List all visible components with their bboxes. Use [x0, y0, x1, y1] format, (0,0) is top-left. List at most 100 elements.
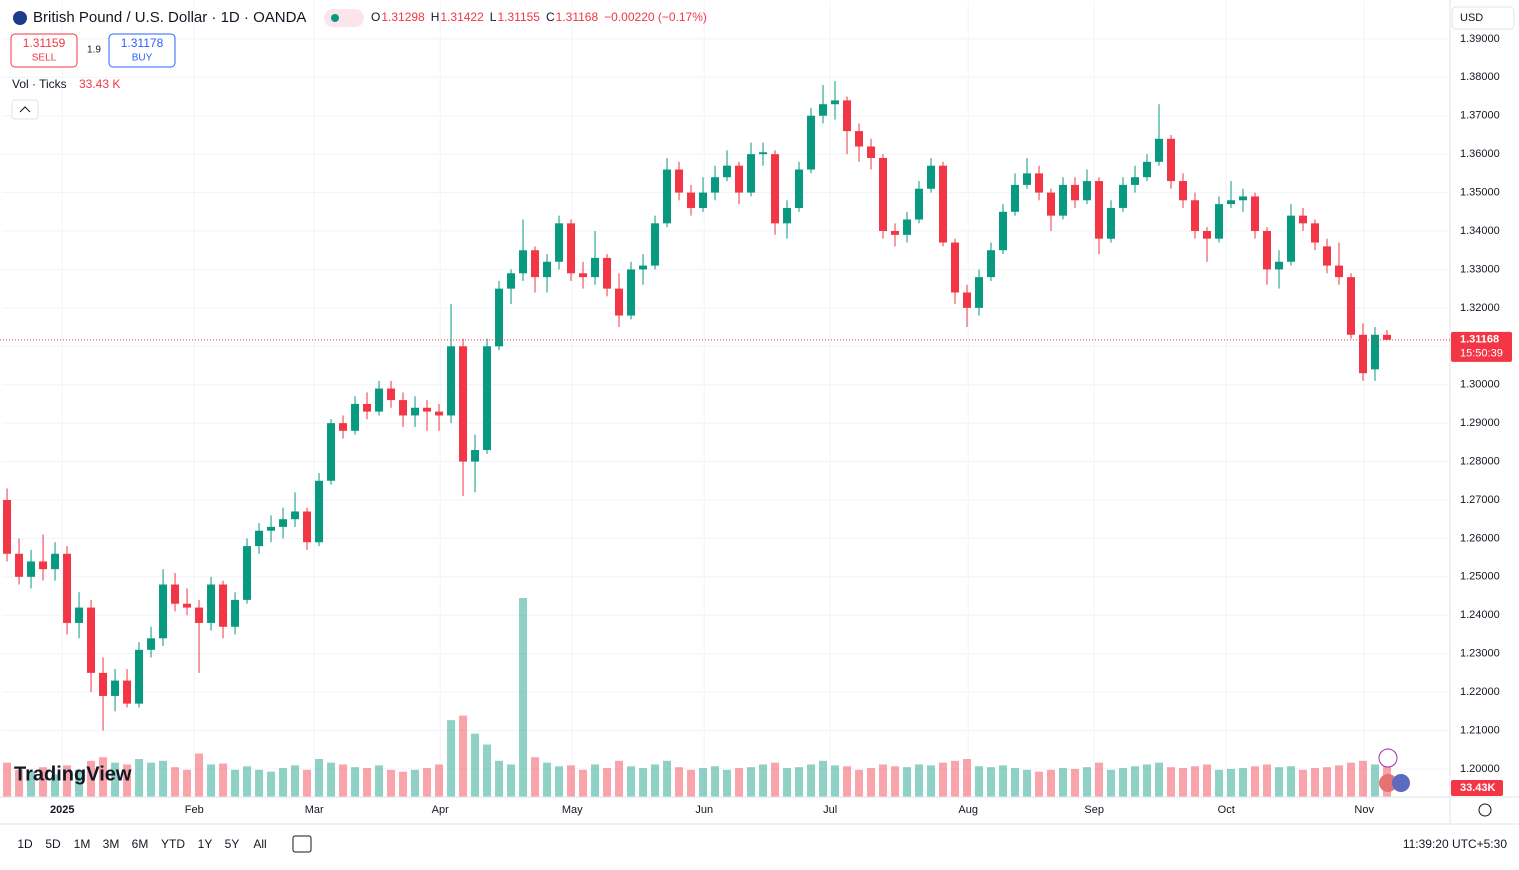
volume-bar	[1095, 762, 1104, 797]
y-tick-label: 1.35000	[1460, 186, 1500, 198]
ohlc-key: L	[490, 10, 497, 24]
candle-body	[1311, 223, 1320, 243]
flag-icon[interactable]	[1379, 774, 1397, 792]
candle-body	[639, 265, 648, 270]
candle-body	[771, 154, 780, 224]
volume-bar	[1227, 768, 1236, 797]
volume-bar	[951, 760, 960, 797]
volume-bar	[99, 757, 108, 797]
candle-body	[1191, 200, 1200, 232]
candle-body	[1275, 261, 1284, 270]
candle-body	[951, 242, 960, 293]
candle-body	[231, 599, 240, 627]
y-tick-label: 1.21000	[1460, 724, 1500, 736]
x-tick-label: Jun	[695, 804, 713, 816]
volume-bar	[15, 769, 24, 797]
y-tick-label: 1.32000	[1460, 302, 1500, 314]
candle-body	[327, 423, 336, 481]
range-button[interactable]: 5D	[45, 837, 61, 851]
candle-body	[975, 277, 984, 308]
volume-bar	[195, 753, 204, 797]
candle-body	[1179, 181, 1188, 201]
market-status	[331, 14, 339, 22]
candle-body	[363, 403, 372, 412]
volume-bar	[1311, 768, 1320, 797]
volume-bar	[519, 598, 528, 797]
logo: TradingView	[14, 763, 132, 785]
event-icon[interactable]	[1378, 748, 1398, 768]
candle-body	[699, 192, 708, 208]
volume-bar	[1155, 762, 1164, 797]
candle-body	[483, 346, 492, 451]
volume-tag-value: 33.43K	[1460, 782, 1496, 794]
candle-body	[303, 511, 312, 543]
volume-bar	[315, 759, 324, 797]
candle-body	[75, 607, 84, 623]
candle-body	[267, 526, 276, 531]
candle-body	[471, 450, 480, 462]
volume-bar	[243, 766, 252, 797]
candle-body	[399, 400, 408, 416]
range-button[interactable]: All	[253, 837, 266, 851]
range-button[interactable]: 3M	[103, 837, 120, 851]
y-tick-label: 1.39000	[1460, 33, 1500, 45]
range-button[interactable]: 1D	[17, 837, 33, 851]
collapse-button[interactable]	[11, 99, 39, 120]
candle-body	[987, 250, 996, 278]
date-range-icon[interactable]	[292, 835, 312, 853]
x-tick-label: Jul	[823, 804, 837, 816]
candle-body	[135, 649, 144, 704]
volume-bar	[987, 767, 996, 797]
volume-bar	[1335, 765, 1344, 797]
candle-body	[1023, 173, 1032, 185]
volume-bar	[591, 764, 600, 797]
candle-body	[1287, 215, 1296, 262]
candle-body	[1071, 184, 1080, 201]
candle-body	[1011, 184, 1020, 212]
candle-body	[891, 231, 900, 235]
volume-bar	[627, 766, 636, 797]
candle-body	[255, 530, 264, 547]
candle-body	[627, 269, 636, 316]
volume-tag	[1451, 780, 1503, 796]
volume-bar	[759, 764, 768, 797]
y-tick-label: 1.20000	[1460, 763, 1500, 775]
volume-bar	[1131, 766, 1140, 797]
candle-body	[1047, 192, 1056, 216]
range-button[interactable]: 1M	[74, 837, 91, 851]
range-button[interactable]: 5Y	[225, 837, 240, 851]
candle-body	[1059, 184, 1068, 216]
candle-body	[1119, 184, 1128, 208]
candle-body	[1383, 334, 1392, 340]
volume-bar	[147, 762, 156, 797]
volume-bar	[1179, 768, 1188, 797]
volume-bar	[831, 765, 840, 797]
volume-bar	[327, 762, 336, 797]
volume-bar	[963, 759, 972, 797]
volume-bar	[159, 760, 168, 797]
volume-bar	[75, 769, 84, 797]
range-button[interactable]: 1Y	[198, 837, 213, 851]
buy-button[interactable]	[108, 33, 176, 68]
volume-bar	[1119, 768, 1128, 797]
settings-icon[interactable]	[1478, 803, 1492, 817]
candle-body	[3, 499, 12, 554]
sell-button[interactable]	[10, 33, 78, 68]
spread: 1.9	[87, 45, 101, 56]
volume-bar	[723, 769, 732, 797]
candle-body	[1263, 231, 1272, 270]
candle-body	[555, 223, 564, 262]
range-button[interactable]: YTD	[161, 837, 185, 851]
volume-bar	[567, 765, 576, 797]
range-button[interactable]: 6M	[132, 837, 149, 851]
candle-body	[819, 104, 828, 116]
flag-icon[interactable]	[1392, 774, 1410, 792]
candle-body	[147, 638, 156, 650]
candle-body	[87, 607, 96, 673]
volume-bar	[111, 762, 120, 797]
candle-body	[315, 480, 324, 543]
volume-bar	[411, 769, 420, 797]
candle-body	[783, 207, 792, 224]
currency-button[interactable]	[1451, 6, 1515, 30]
